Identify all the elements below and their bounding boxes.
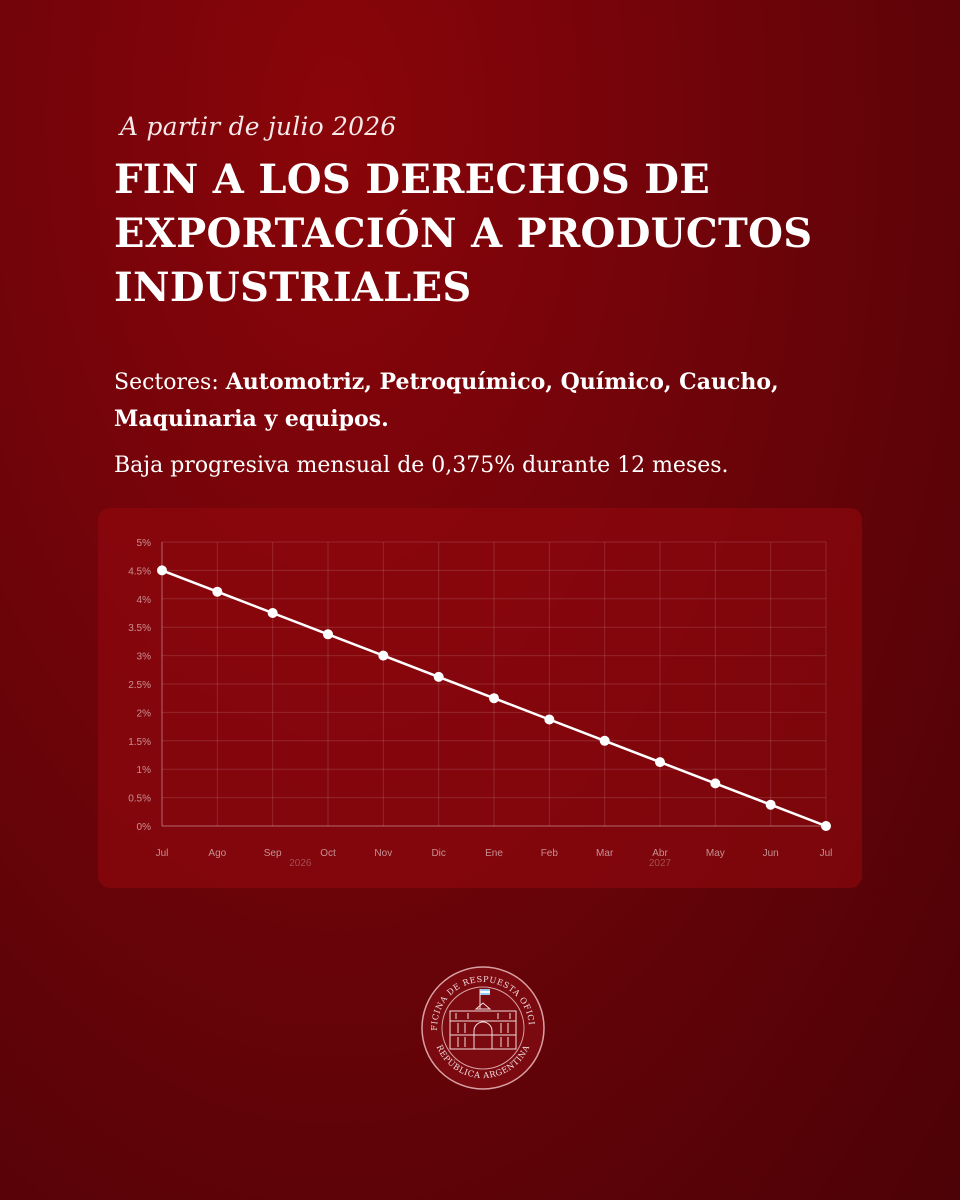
year-label: 2026 <box>289 858 312 869</box>
x-tick-label: May <box>706 848 725 859</box>
sectors-list-2: Maquinaria y equipos. <box>114 406 389 432</box>
title-line-3: INDUSTRIALES <box>114 264 472 311</box>
page-title: FIN A LOS DERECHOS DE EXPORTACIÓN A PROD… <box>114 153 894 315</box>
y-tick-label: 4.5% <box>128 566 151 577</box>
kicker: A partir de julio 2026 <box>120 112 397 141</box>
y-tick-label: 0.5% <box>128 794 151 805</box>
y-tick-label: 0% <box>137 822 152 833</box>
data-point <box>489 693 499 704</box>
title-line-2: EXPORTACIÓN A PRODUCTOS <box>114 210 813 257</box>
line-chart: 5% 4.5% 4% 3.5% 3% 2.5% 2% 1.5% 1% 0.5% 0% Jul Ago Se… <box>128 538 833 869</box>
sectors-list-1: Automotriz, Petroquímico, Químico, Cauch… <box>225 369 779 395</box>
x-tick-label: Oct <box>320 848 336 859</box>
data-point <box>267 608 278 618</box>
data-point <box>765 799 776 810</box>
data-point <box>821 821 831 831</box>
sectors-label: Sectores: <box>114 370 226 395</box>
data-point <box>710 778 721 789</box>
data-point <box>655 757 665 768</box>
data-point <box>157 565 167 576</box>
sectors-text: Sectores: Automotriz, Petroquímico, Quím… <box>114 364 874 438</box>
seal-logo: OFICINA DE RESPUESTA OFICIAL REPÚBLICA A… <box>420 965 545 1090</box>
y-tick-label: 2.5% <box>128 680 151 691</box>
y-tick-label: 4% <box>137 595 152 606</box>
data-point <box>378 650 389 661</box>
x-tick-label: Abr <box>652 848 668 859</box>
y-tick-label: 1.5% <box>128 737 151 748</box>
data-point <box>599 735 610 746</box>
data-point <box>212 586 223 597</box>
x-tick-label: Feb <box>541 848 559 859</box>
data-point <box>544 714 555 725</box>
reduction-note: Baja progresiva mensual de 0,375% durant… <box>114 453 729 478</box>
x-tick-label: Ago <box>208 848 226 859</box>
x-tick-label: Mar <box>596 848 614 859</box>
chart-card: 5% 4.5% 4% 3.5% 3% 2.5% 2% 1.5% 1% 0.5% 0% Jul Ago Se… <box>98 508 862 888</box>
x-tick-label: Jun <box>763 848 779 859</box>
y-tick-label: 1% <box>137 765 152 776</box>
y-tick-label: 3.5% <box>128 623 151 634</box>
data-point <box>433 671 444 682</box>
header: A partir de julio 2026 FIN A LOS DERECHO… <box>114 112 894 315</box>
y-tick-label: 3% <box>137 652 152 663</box>
x-tick-label: Sep <box>264 848 282 859</box>
title-line-1: FIN A LOS DERECHOS DE <box>114 156 711 203</box>
data-point <box>323 629 333 640</box>
y-tick-label: 5% <box>137 538 152 549</box>
x-tick-label: Dic <box>431 848 445 859</box>
casa-rosada-icon <box>449 989 517 1050</box>
y-tick-label: 2% <box>137 708 152 719</box>
year-label: 2027 <box>649 858 672 869</box>
x-tick-label: Ene <box>485 848 503 859</box>
x-tick-label: Jul <box>156 848 169 859</box>
x-tick-label: Nov <box>374 848 392 859</box>
x-tick-label: Jul <box>820 848 833 859</box>
